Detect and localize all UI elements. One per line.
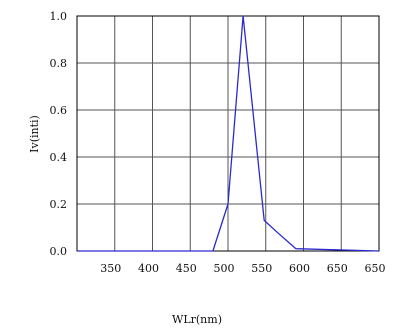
y-tick-label: 0.6 — [50, 104, 68, 117]
plot-frame — [76, 15, 380, 252]
x-tick-label: 550 — [251, 262, 272, 275]
x-tick-label: 350 — [100, 262, 121, 275]
x-tick-label: 650 — [365, 262, 386, 275]
y-tick-label: 0.4 — [50, 151, 68, 164]
x-axis-label: WLr(nm) — [172, 313, 222, 326]
series-line — [77, 15, 380, 252]
y-tick-label: 1.0 — [50, 10, 68, 23]
x-tick-label: 650 — [327, 262, 348, 275]
series-layer — [77, 15, 380, 252]
x-tick-label: 600 — [289, 262, 310, 275]
y-tick-label: 0.0 — [50, 245, 68, 258]
y-tick-label: 0.8 — [50, 57, 68, 70]
y-tick-label: 0.2 — [50, 198, 68, 211]
x-tick-labels: 350 400 450 500 550 600 650 650 — [100, 262, 385, 275]
x-tick-label: 450 — [176, 262, 197, 275]
y-tick-labels: 0.0 0.2 0.4 0.6 0.8 1.0 — [50, 10, 68, 258]
y-axis-label: Iv(inti) — [28, 115, 41, 153]
x-tick-label: 500 — [214, 262, 235, 275]
x-tick-label: 400 — [138, 262, 159, 275]
grid — [77, 16, 379, 251]
